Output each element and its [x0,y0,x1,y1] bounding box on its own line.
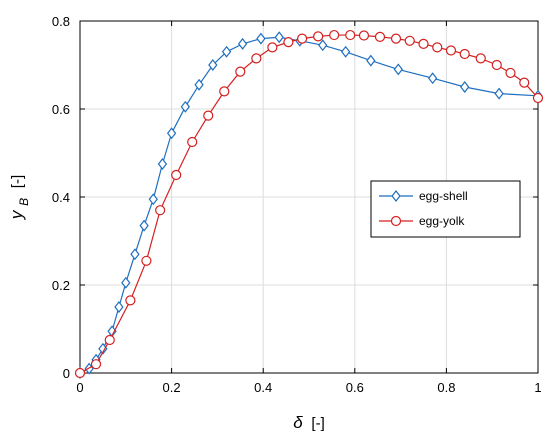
data-point-diamond [256,32,266,45]
data-point-circle [155,205,166,216]
data-point-circle [297,33,308,44]
data-point-diamond [393,63,403,76]
y-axis-symbol: y [7,209,26,220]
tick-labels: 0 0.2 0.4 0.6 0.8 1 0 0.2 0.4 0.6 0.8 [52,14,542,395]
data-point-circle [491,59,502,71]
data-point-circle [404,35,415,46]
data-point-circle [390,33,402,44]
y-tick-label: 0.2 [52,278,70,293]
data-point-diamond [340,45,351,58]
data-point-diamond [391,190,401,202]
x-tick-label: 0.2 [163,380,181,395]
data-point-diamond [148,193,158,206]
x-axis-unit: [-] [311,415,324,432]
legend: egg-shell egg-yolk [370,180,521,238]
data-point-diamond [139,219,149,232]
data-point-circle [374,31,386,42]
data-point-diamond [427,72,438,85]
y-axis-subscript: B [17,198,31,206]
data-point-diamond [114,301,124,313]
x-tick-label: 0 [76,380,83,395]
series-layer [74,29,544,379]
data-point-circle [358,30,370,41]
data-point-circle [390,215,402,227]
data-point-circle [251,53,262,64]
data-point-diamond [274,31,284,44]
data-point-diamond [157,158,168,170]
data-point-diamond [460,81,470,93]
data-point-circle [125,295,136,306]
data-point-diamond [180,100,191,113]
data-point-circle [203,110,214,121]
data-point-diamond [166,127,177,140]
data-point-diamond [130,248,140,261]
data-point-diamond [494,87,504,100]
x-axis-symbol: δ [293,413,303,432]
data-point-circle [345,29,356,41]
data-point-circle [187,136,198,148]
x-tick-label: 0.8 [437,380,455,395]
legend-item-egg-shell: egg-shell [379,189,468,203]
data-point-circle [445,45,457,56]
y-tick-label: 0 [63,366,70,381]
series-egg-yolk [74,29,544,379]
data-point-circle [90,359,102,370]
data-point-circle [267,42,278,53]
y-tick-label: 0.6 [52,102,70,117]
series-line [79,36,539,374]
data-point-circle [459,48,470,60]
data-point-circle [219,86,230,97]
data-point-diamond [366,54,376,67]
legend-item-egg-yolk: egg-yolk [379,214,465,228]
x-axis-title: δ [-] [293,413,325,432]
data-point-circle [171,169,182,181]
data-point-diamond [318,39,328,52]
data-point-diamond [194,78,204,91]
data-point-circle [418,38,429,49]
legend-label: egg-shell [419,189,468,203]
data-point-circle [329,29,340,41]
data-point-circle [532,92,544,104]
data-point-circle [505,67,516,79]
data-point-diamond [121,276,131,289]
data-point-circle [104,334,115,346]
data-point-circle [475,53,486,64]
y-tick-label: 0.4 [52,190,70,205]
data-point-diamond [237,37,248,50]
data-point-circle [74,367,86,379]
data-point-circle [141,255,152,266]
x-tick-label: 1 [534,380,541,395]
data-point-circle [432,42,443,53]
data-point-diamond [221,45,232,58]
data-point-circle [235,66,246,77]
data-point-circle [519,77,530,88]
y-tick-label: 0.8 [52,14,70,29]
y-axis-title: y B [-] [7,175,32,220]
y-axis-unit: [-] [9,175,26,188]
x-tick-label: 0.4 [254,380,272,395]
data-point-circle [283,37,294,48]
x-tick-label: 0.6 [346,380,364,395]
data-point-diamond [208,59,218,71]
data-point-circle [313,31,324,42]
legend-label: egg-yolk [419,214,465,228]
